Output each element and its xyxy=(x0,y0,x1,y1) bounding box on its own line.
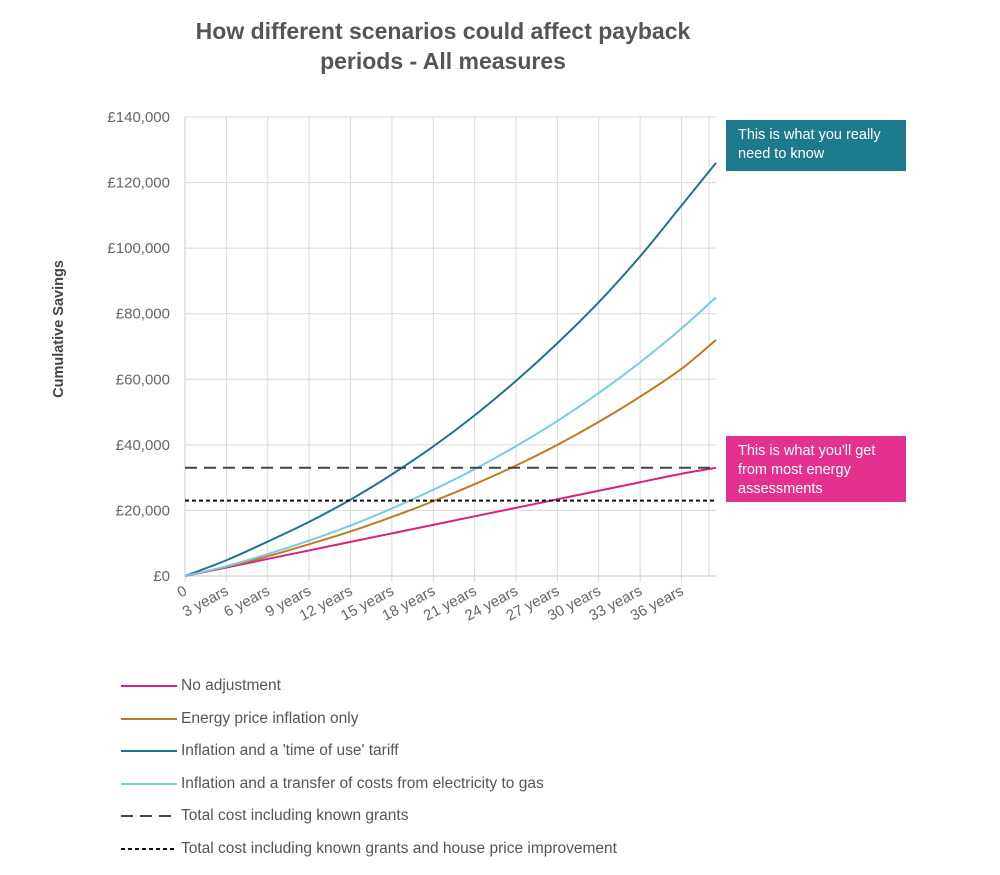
y-tick-label: £140,000 xyxy=(107,109,170,126)
x-tick-label: 0 xyxy=(175,583,190,602)
series-line-1 xyxy=(184,339,717,577)
series-line-0 xyxy=(184,466,717,577)
legend-label: Energy price inflation only xyxy=(181,709,359,727)
legend-swatch xyxy=(121,815,177,817)
y-tick-label: £120,000 xyxy=(107,175,170,192)
legend-label: Inflation and a 'time of use' tariff xyxy=(181,742,399,759)
callout-really-need-to-know: This is what you really need to know xyxy=(726,120,906,171)
chart-title-line-1: How different scenarios could affect pay… xyxy=(195,18,691,44)
legend-swatch xyxy=(121,847,177,850)
series-line-2 xyxy=(184,162,717,577)
y-tick-label: £0 xyxy=(153,568,170,585)
legend-swatch xyxy=(121,685,177,687)
legend-label: No adjustment xyxy=(181,677,281,694)
series-line-3 xyxy=(184,296,717,577)
y-tick-label: £100,000 xyxy=(107,240,170,257)
series-lines xyxy=(184,162,717,577)
legend-label: Total cost including known grants and ho… xyxy=(181,839,617,857)
callout-energy-assessments: This is what you'll get from most energy… xyxy=(726,436,906,502)
legend-swatch xyxy=(121,717,177,720)
legend-swatch xyxy=(121,750,177,752)
payback-line-chart: £0 £20,000 £40,000 £60,000 £80,000 £100,000 £1… xyxy=(51,109,717,625)
y-axis-label: Cumulative Savings xyxy=(51,260,67,398)
legend-label: Total cost including known grants xyxy=(181,807,409,824)
y-tick-label: £60,000 xyxy=(116,371,170,388)
legend-swatch xyxy=(121,782,177,785)
y-tick-label: £40,000 xyxy=(116,437,170,454)
y-axis-ticks: £0 £20,000 £40,000 £60,000 £80,000 £100,000 £1… xyxy=(107,109,170,585)
legend-label: Inflation and a transfer of costs from e… xyxy=(181,774,544,792)
y-tick-label: £80,000 xyxy=(116,306,170,323)
chart-title: How different scenarios could affect pay… xyxy=(150,16,736,76)
x-tick-label: 3 years xyxy=(180,583,231,621)
grid xyxy=(184,116,716,582)
y-tick-label: £20,000 xyxy=(116,502,170,519)
chart-title-line-2: periods - All measures xyxy=(320,48,566,74)
x-tick-label: 6 years xyxy=(221,583,272,621)
